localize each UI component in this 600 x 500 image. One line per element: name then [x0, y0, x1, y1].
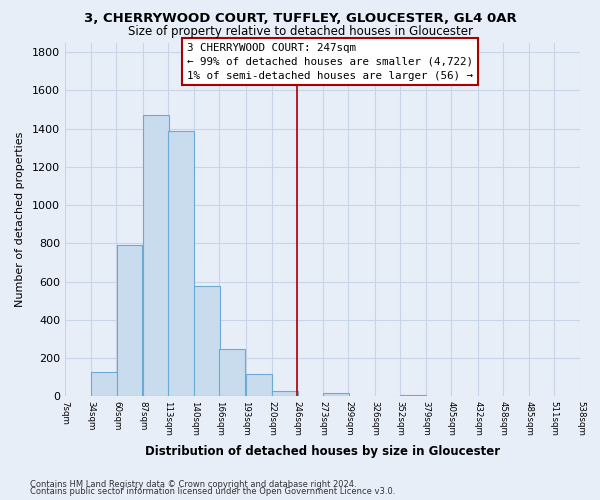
Bar: [143, 115, 169, 396]
Text: Size of property relative to detached houses in Gloucester: Size of property relative to detached ho…: [128, 25, 473, 38]
Text: Contains HM Land Registry data © Crown copyright and database right 2024.: Contains HM Land Registry data © Crown c…: [30, 480, 356, 489]
Text: Contains public sector information licensed under the Open Government Licence v3: Contains public sector information licen…: [30, 488, 395, 496]
Bar: [91, 372, 117, 396]
Bar: [220, 348, 245, 397]
X-axis label: Distribution of detached houses by size in Gloucester: Distribution of detached houses by size …: [145, 444, 500, 458]
Bar: [194, 286, 220, 397]
Text: 3 CHERRYWOOD COURT: 247sqm
← 99% of detached houses are smaller (4,722)
1% of se: 3 CHERRYWOOD COURT: 247sqm ← 99% of deta…: [187, 42, 473, 80]
Bar: [272, 390, 298, 396]
Bar: [245, 374, 272, 396]
Bar: [116, 246, 142, 396]
Bar: [400, 394, 426, 396]
Bar: [323, 392, 349, 396]
Bar: [168, 130, 194, 396]
Text: 3, CHERRYWOOD COURT, TUFFLEY, GLOUCESTER, GL4 0AR: 3, CHERRYWOOD COURT, TUFFLEY, GLOUCESTER…: [83, 12, 517, 26]
Y-axis label: Number of detached properties: Number of detached properties: [15, 132, 25, 307]
